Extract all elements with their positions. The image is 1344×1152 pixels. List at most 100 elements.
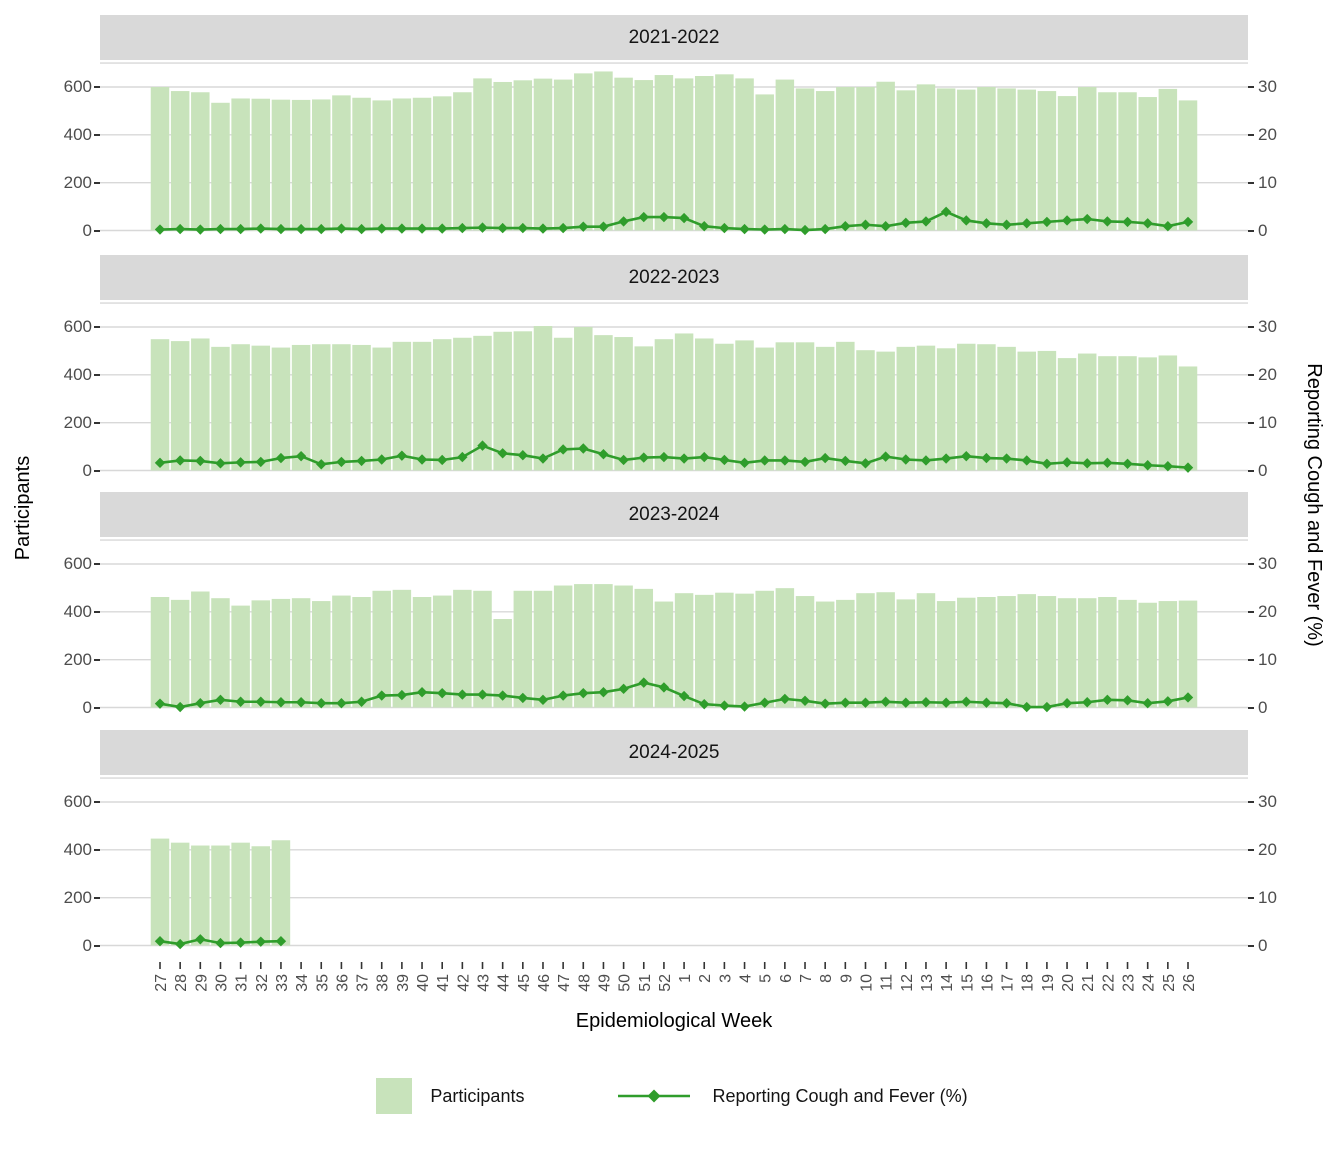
x-tick-label: 1 [677,974,694,983]
y-right-tick-label: 0 [1258,697,1268,717]
y-right-tick-label: 20 [1258,839,1277,859]
y-right-tick-label: 20 [1258,124,1277,144]
y-right-tick-mark [1248,610,1254,613]
x-tick-label: 6 [778,974,795,983]
x-tick-label: 40 [415,974,432,992]
x-tick-label: 29 [193,974,210,992]
y-left-tick-label: 600 [63,317,92,336]
x-tick-label: 9 [838,974,855,983]
y-right-tick-label: 30 [1258,317,1277,336]
x-tick-label: 35 [314,974,331,992]
x-tick-label: 41 [435,974,452,992]
legend-item-participants: Participants [376,1078,524,1114]
y-left-tick-mark [94,706,100,709]
y-right-tick-label: 30 [1258,77,1277,96]
x-tick-label: 46 [536,974,553,992]
y-right-tick-mark [1248,469,1254,472]
x-tick-label: 27 [153,974,170,992]
y-left-tick-mark [94,563,100,565]
y-right-tick-mark [1248,421,1254,424]
strip-label: 2023-2024 [628,503,720,525]
facet-2022-2023: 2022-2023 0 0 200 10 400 20 600 30 [0,255,1344,487]
facet-strip-title: 2021-2022 [100,15,1248,60]
y-left-axis-title: Participants [12,455,34,561]
y-left-tick-label: 400 [63,364,92,384]
y-left-tick-mark [94,86,100,88]
x-tick-label: 10 [858,974,875,992]
y-right-tick-mark [1248,658,1254,661]
legend-line-label: Reporting Cough and Fever (%) [712,1085,968,1106]
y-left-tick-mark [94,421,100,424]
x-tick-label: 25 [1161,974,1178,992]
y-left-tick-label: 600 [63,77,92,96]
y-left-tick-label: 400 [63,124,92,144]
panel-plot [100,777,1248,950]
y-left-tick-label: 200 [63,887,92,907]
y-right-tick-mark [1248,326,1254,328]
x-tick-label: 26 [1181,974,1198,992]
x-tick-label: 30 [213,974,230,992]
y-left-tick-mark [94,181,100,184]
y-left-tick-mark [94,658,100,661]
strip-label: 2022-2023 [628,266,720,288]
y-left-tick-mark [94,610,100,613]
x-tick-label: 11 [879,974,896,991]
x-tick-label: 48 [576,974,593,992]
y-left-tick-mark [94,848,100,851]
x-axis: 27 28 29 30 31 32 33 34 35 36 37 38 39 40 41 42 43 44 45 46… [153,962,1198,992]
x-tick-label: 49 [596,974,613,992]
facet-strip-title: 2023-2024 [100,492,1248,537]
x-tick-label: 14 [939,974,956,992]
y-left-tick-label: 200 [63,649,92,669]
y-left-tick-label: 600 [63,792,92,811]
x-tick-label: 32 [254,974,271,992]
x-tick-label: 7 [798,974,815,983]
y-right-tick-mark [1248,373,1254,376]
x-tick-label: 12 [899,974,916,992]
y-right-tick-label: 20 [1258,364,1277,384]
y-left-tick-label: 600 [63,554,92,573]
y-left-tick-mark [94,801,100,803]
x-tick-label: 4 [738,974,755,983]
legend: Participants Reporting Cough and Fever (… [0,1072,1344,1120]
y-right-tick-label: 30 [1258,554,1277,573]
y-left-tick-label: 400 [63,601,92,621]
x-tick-label: 37 [355,974,372,992]
legend-participants-label: Participants [430,1085,525,1106]
y-left-tick-mark [94,133,100,136]
y-left-tick-label: 0 [82,935,92,955]
x-tick-label: 5 [758,974,775,983]
x-tick-label: 44 [496,974,513,992]
x-tick-label: 3 [717,974,734,983]
x-tick-label: 23 [1121,974,1138,992]
y-right-tick-label: 10 [1258,412,1277,432]
facet-2023-2024: 2023-2024 0 0 200 10 400 20 600 30 [0,492,1344,724]
x-tick-label: 50 [617,974,634,992]
x-tick-label: 18 [1020,974,1037,992]
y-left-tick-label: 0 [82,460,92,480]
y-right-axis-title: Reporting Cough and Fever (%) [1303,363,1325,647]
facet-2024-2025: 2024-2025 0 0 200 10 400 20 600 30 [0,730,1344,962]
x-tick-label: 16 [979,974,996,992]
participants-swatch-icon [376,1078,413,1114]
y-right-tick-mark [1248,86,1254,88]
x-tick-label: 31 [234,974,251,992]
x-tick-label: 39 [395,974,412,992]
y-right-tick-mark [1248,229,1254,232]
x-tick-label: 43 [476,974,493,992]
y-right-tick-mark [1248,706,1254,709]
y-left-tick-mark [94,326,100,328]
facet-strip-title: 2022-2023 [100,255,1248,300]
y-right-tick-mark [1248,563,1254,565]
y-right-tick-label: 0 [1258,460,1268,480]
y-left-tick-mark [94,229,100,232]
legend-item-line: Reporting Cough and Fever (%) [614,1085,968,1107]
strip-label: 2024-2025 [628,741,720,763]
y-right-tick-mark [1248,896,1254,899]
x-axis-title: Epidemiological Week [575,1010,773,1032]
y-right-tick-label: 30 [1258,792,1277,811]
x-tick-label: 20 [1060,974,1077,992]
panel-plot [100,539,1248,713]
y-right-tick-mark [1248,944,1254,947]
